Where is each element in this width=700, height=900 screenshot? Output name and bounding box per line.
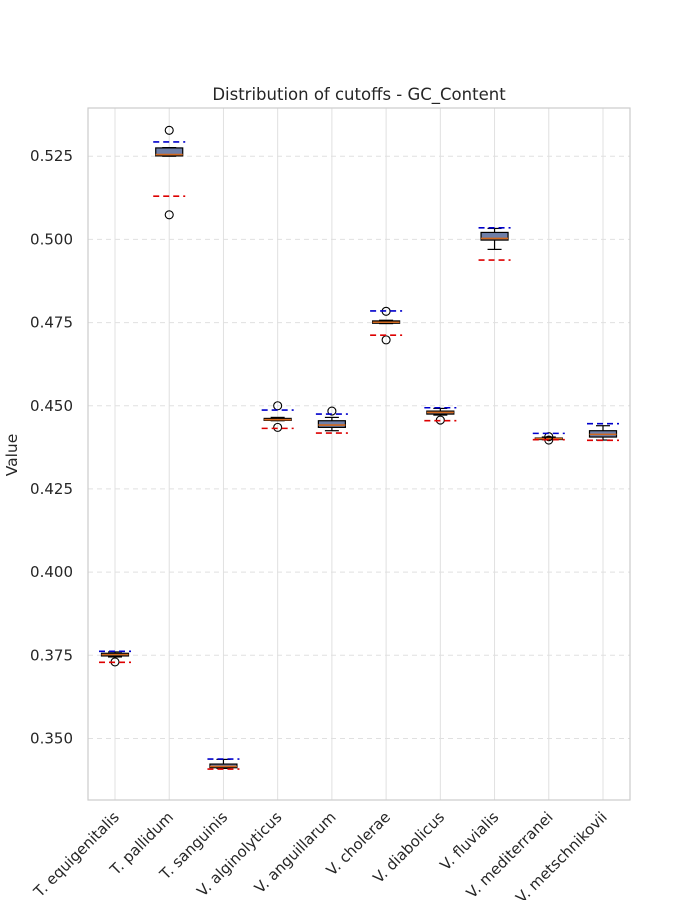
y-axis-label: Value xyxy=(3,434,21,477)
outlier-point xyxy=(164,125,174,135)
x-tick-label: V. metschnikovii xyxy=(512,808,611,900)
y-tick-label: 0.450 xyxy=(30,397,73,415)
y-tick-label: 0.500 xyxy=(30,230,73,248)
box-1 xyxy=(99,650,131,667)
outlier-point xyxy=(164,210,174,220)
y-tick-label: 0.525 xyxy=(30,147,73,165)
chart-title: Distribution of cutoffs - GC_Content xyxy=(212,85,506,105)
box-3 xyxy=(207,758,240,770)
box-6 xyxy=(370,306,403,345)
box-7 xyxy=(424,406,457,425)
outlier-point xyxy=(273,422,283,432)
box-2 xyxy=(153,125,186,220)
box-series xyxy=(99,125,619,770)
box-4 xyxy=(261,401,294,432)
grid-lines xyxy=(88,108,630,800)
plot-frame xyxy=(87,107,631,801)
box-iqr xyxy=(480,231,509,241)
x-tick-label: T. equigenitalis xyxy=(29,808,122,900)
outlier-point xyxy=(327,406,337,416)
box-8 xyxy=(478,226,511,261)
y-tick-label: 0.475 xyxy=(30,314,73,332)
y-tick-label: 0.375 xyxy=(30,646,73,664)
y-tick-label: 0.400 xyxy=(30,563,73,581)
y-tick-label: 0.350 xyxy=(30,729,73,747)
box-10 xyxy=(587,422,619,442)
box-9 xyxy=(532,432,565,445)
y-tick-label: 0.425 xyxy=(30,480,73,498)
box-5 xyxy=(315,406,348,434)
box-iqr xyxy=(155,147,184,157)
y-tick-labels: 0.350 0.375 0.400 0.425 0.450 0.475 0.500 0.525 xyxy=(30,147,73,747)
box-iqr xyxy=(317,420,346,428)
